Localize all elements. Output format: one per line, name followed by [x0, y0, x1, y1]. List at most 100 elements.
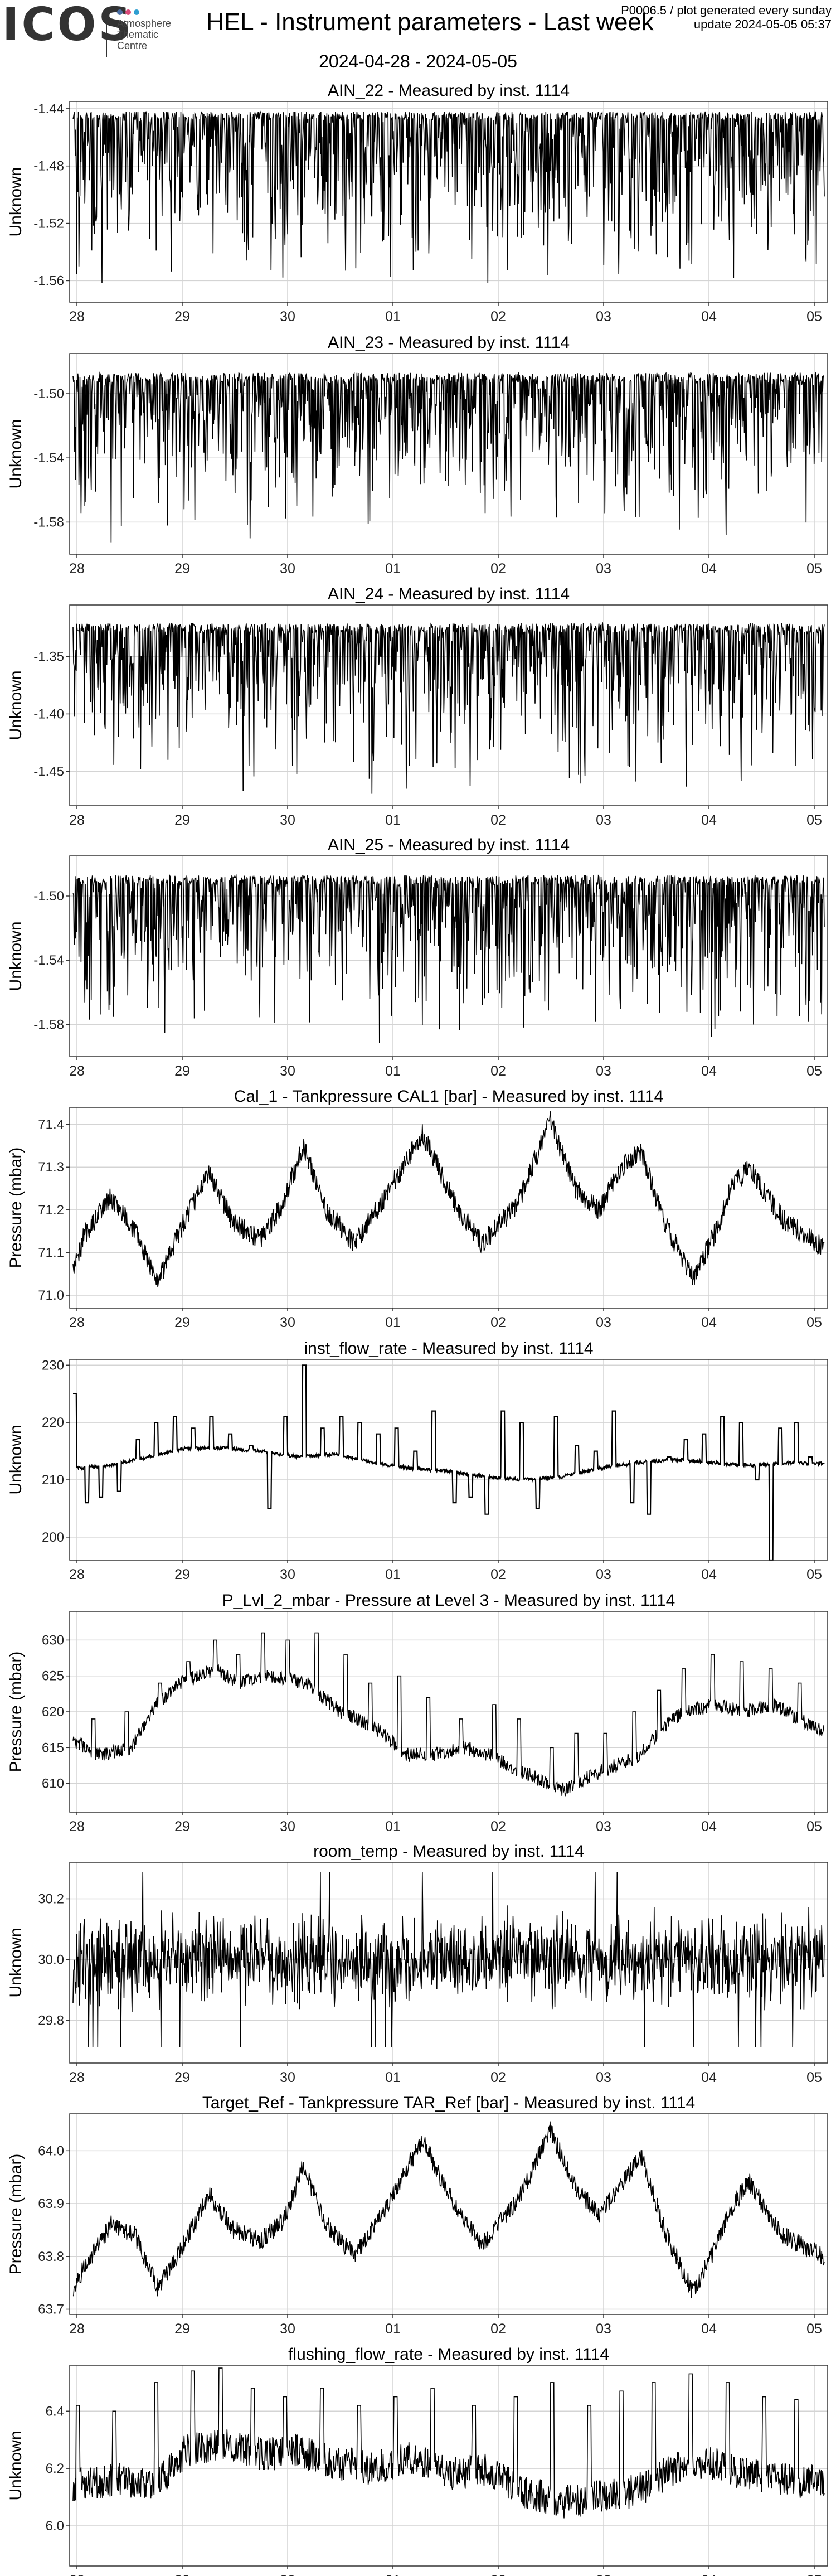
x-tick-label: 01	[385, 1315, 401, 1330]
x-tick-label: 30	[280, 1063, 295, 1079]
header: ICOS Atmosphere Thematic Centre HEL - In…	[0, 0, 836, 78]
plot-frame	[69, 604, 828, 806]
x-tick-label: 01	[385, 1567, 401, 1582]
x-tick-label: 02	[490, 812, 506, 828]
x-tick-label: 01	[385, 2070, 401, 2085]
x-tick-label: 04	[701, 1819, 717, 1834]
x-tick-label: 05	[806, 1063, 822, 1079]
data-series-line	[72, 874, 825, 1043]
x-tick-label: 29	[174, 812, 190, 828]
y-axis-label: Unknown	[7, 2430, 25, 2500]
x-tick-label: 01	[385, 309, 401, 325]
plot-frame	[69, 101, 828, 303]
chart-panel: room_temp - Measured by inst. 1114 29.8 30…	[7, 1842, 828, 2085]
y-tick-label: -1.58	[33, 1017, 64, 1032]
data-series-line	[72, 2121, 825, 2298]
x-tick-label: 04	[701, 2573, 717, 2576]
x-tick-label: 05	[806, 1819, 822, 1834]
chart-panel: inst_flow_rate - Measured by inst. 1114 2…	[7, 1339, 828, 1582]
x-tick-label: 03	[596, 309, 611, 325]
logo-sub-line: Thematic	[117, 29, 159, 40]
chart-panel: AIN_24 - Measured by inst. 1114 -1.35 -1.4…	[7, 585, 828, 828]
x-tick-label: 03	[596, 561, 611, 577]
data-series-line	[72, 1632, 825, 1797]
chart-title: AIN_23 - Measured by inst. 1114	[328, 333, 570, 352]
logo-dot	[117, 9, 123, 15]
x-tick-label: 03	[596, 2321, 611, 2337]
x-tick-label: 01	[385, 561, 401, 577]
y-tick-label: 630	[42, 1633, 64, 1648]
plot-frame	[69, 353, 828, 555]
x-tick-label: 29	[174, 1315, 190, 1330]
x-tick-label: 03	[596, 2573, 611, 2576]
x-tick-label: 29	[174, 309, 190, 325]
y-tick-label: 625	[42, 1669, 64, 1684]
chart-title: Target_Ref - Tankpressure TAR_Ref [bar] …	[202, 2094, 695, 2112]
logo-dots-icon	[117, 8, 142, 18]
x-tick-label: 02	[490, 1567, 506, 1582]
x-tick-label: 29	[174, 1567, 190, 1582]
y-tick-label: -1.56	[33, 273, 64, 288]
chart-title: inst_flow_rate - Measured by inst. 1114	[304, 1339, 593, 1358]
icos-logo: ICOS	[2, 0, 134, 51]
plot-frame	[69, 1862, 828, 2064]
y-tick-label: 620	[42, 1705, 64, 1720]
y-tick-label: -1.45	[33, 764, 64, 779]
y-tick-label: -1.35	[33, 650, 64, 665]
x-tick-label: 04	[701, 1567, 717, 1582]
x-tick-label: 05	[806, 1567, 822, 1582]
data-series-line	[73, 1364, 825, 1561]
x-tick-label: 01	[385, 2573, 401, 2576]
x-tick-label: 01	[385, 812, 401, 828]
date-range: 2024-04-28 - 2024-05-05	[319, 51, 517, 71]
logo-subtitle: Atmosphere Thematic Centre	[117, 18, 171, 51]
x-tick-label: 28	[69, 2321, 85, 2337]
x-tick-label: 04	[701, 309, 717, 325]
y-tick-label: 71.2	[38, 1203, 64, 1218]
plot-frame	[69, 1107, 828, 1309]
chart-panel: Target_Ref - Tankpressure TAR_Ref [bar] …	[7, 2094, 828, 2337]
data-series-line	[72, 1111, 825, 1287]
x-tick-label: 30	[280, 561, 295, 577]
y-axis-label: Unknown	[7, 921, 25, 991]
y-axis-label: Unknown	[7, 419, 25, 488]
x-tick-label: 29	[174, 2573, 190, 2576]
x-tick-label: 02	[490, 2070, 506, 2085]
y-tick-label: 71.1	[38, 1245, 64, 1260]
x-tick-label: 28	[69, 2070, 85, 2085]
logo-dot	[134, 9, 139, 15]
y-tick-label: -1.54	[33, 953, 64, 968]
x-tick-label: 28	[69, 1819, 85, 1834]
chart-title: Cal_1 - Tankpressure CAL1 [bar] - Measur…	[234, 1087, 663, 1106]
y-tick-label: 71.0	[38, 1288, 64, 1303]
y-tick-label: 63.9	[38, 2196, 64, 2211]
y-tick-label: -1.44	[33, 101, 64, 117]
plot-frame	[69, 855, 828, 1057]
x-tick-label: 30	[280, 2070, 295, 2085]
chart-panel: Cal_1 - Tankpressure CAL1 [bar] - Measur…	[7, 1087, 828, 1330]
chart-panel: P_Lvl_2_mbar - Pressure at Level 3 - Mea…	[7, 1591, 828, 1834]
x-tick-label: 02	[490, 561, 506, 577]
x-tick-label: 03	[596, 812, 611, 828]
y-axis-label: Unknown	[7, 670, 25, 740]
y-tick-label: 230	[42, 1358, 64, 1373]
chart-panel: flushing_flow_rate - Measured by inst. 1…	[7, 2345, 828, 2576]
x-tick-label: 02	[490, 1819, 506, 1834]
data-series-line	[72, 1872, 825, 2047]
y-tick-label: -1.40	[33, 706, 64, 722]
x-tick-label: 05	[806, 2573, 822, 2576]
x-tick-label: 29	[174, 561, 190, 577]
y-tick-label: 210	[42, 1473, 64, 1488]
y-tick-label: 30.0	[38, 1953, 64, 1968]
x-tick-label: 29	[174, 2321, 190, 2337]
x-tick-label: 03	[596, 2070, 611, 2085]
x-tick-label: 02	[490, 2573, 506, 2576]
x-tick-label: 03	[596, 1567, 611, 1582]
y-tick-label: 200	[42, 1530, 64, 1545]
x-tick-label: 04	[701, 812, 717, 828]
data-series-line	[72, 622, 825, 794]
x-tick-label: 30	[280, 812, 295, 828]
generation-info: P0006.5 / plot generated every sunday up…	[621, 3, 832, 31]
logo-sub-line: Atmosphere	[117, 18, 172, 29]
